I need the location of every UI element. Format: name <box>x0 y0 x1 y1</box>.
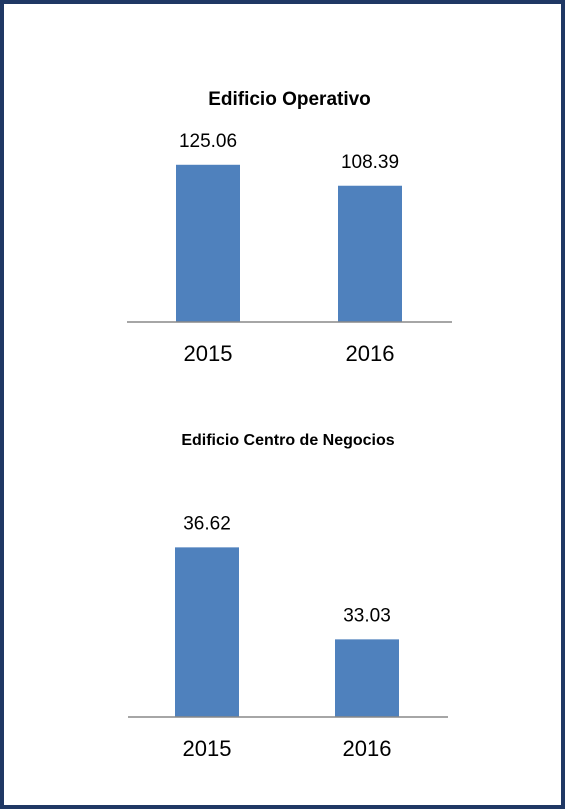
bar <box>338 185 402 322</box>
x-tick-label: 2015 <box>183 736 232 761</box>
chart-title: Edificio Operativo <box>208 89 371 110</box>
x-tick-label: 2016 <box>343 736 392 761</box>
x-tick-label: 2016 <box>346 341 395 366</box>
bar <box>335 639 399 717</box>
value-label: 108.39 <box>341 152 399 173</box>
value-label: 36.62 <box>183 513 231 534</box>
x-tick-label: 2015 <box>184 341 233 366</box>
value-label: 33.03 <box>343 605 391 626</box>
chart-title: Edificio Centro de Negocios <box>181 432 394 449</box>
bar <box>176 164 240 322</box>
value-label: 125.06 <box>179 131 237 152</box>
bar <box>175 547 239 717</box>
